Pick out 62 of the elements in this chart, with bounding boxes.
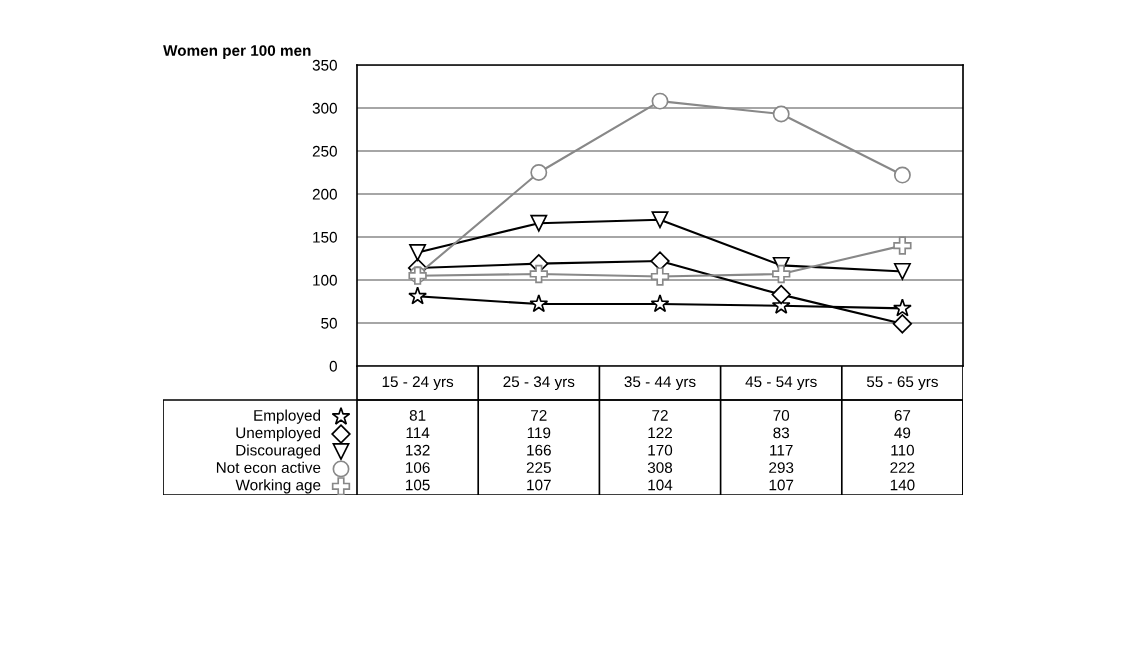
point	[651, 92, 669, 110]
x-tick-label: 25 - 34 yrs	[503, 376, 575, 391]
legend-label: Not econ active	[216, 461, 321, 473]
data-label: 105	[406, 479, 430, 491]
point	[893, 166, 911, 184]
x-tick-label: 35 - 44 yrs	[624, 376, 696, 391]
data-label: 119	[527, 427, 551, 439]
data-label: 72	[531, 409, 547, 421]
y-tick-label: 0	[329, 360, 337, 372]
point	[530, 164, 548, 181]
point	[771, 284, 791, 305]
x-tick-label: 15 - 24 yrs	[382, 376, 454, 391]
point	[408, 286, 428, 305]
legend-label: Employed	[254, 409, 321, 424]
point	[772, 105, 790, 123]
y-tick-label: 350	[312, 59, 337, 71]
point	[529, 294, 549, 313]
data-label: 49	[894, 427, 911, 439]
y-tick-label: 100	[313, 274, 337, 286]
data-label: 106	[406, 462, 430, 473]
point	[893, 262, 911, 280]
data-label: 67	[894, 409, 911, 421]
data-label: 222	[890, 462, 915, 473]
data-label: 114	[406, 427, 430, 439]
data-label: 122	[648, 427, 672, 439]
y-tick-label: 150	[313, 231, 337, 243]
point	[530, 214, 548, 232]
data-label: 83	[773, 427, 790, 439]
y-tick-label: 200	[312, 188, 337, 200]
data-label: 107	[769, 479, 794, 491]
x-tick-label: 45 - 54 yrs	[745, 376, 817, 391]
data-label: 293	[769, 462, 794, 473]
point	[650, 267, 670, 286]
y-tick-label: 250	[312, 145, 337, 157]
data-label: 117	[770, 444, 793, 456]
data-label: 308	[647, 462, 673, 473]
data-label: 132	[406, 444, 430, 456]
data-label: 104	[648, 479, 673, 491]
point	[651, 211, 669, 229]
legend-label: Discouraged	[236, 444, 321, 459]
y-tick-label: 300	[312, 102, 337, 114]
y-axis-title: Women per 100 men	[163, 45, 311, 59]
data-label: 140	[890, 479, 915, 491]
point	[892, 314, 913, 334]
data-label: 107	[527, 479, 551, 491]
data-label: 72	[652, 409, 668, 421]
point	[892, 298, 912, 317]
data-label: 225	[526, 462, 551, 473]
point	[529, 264, 548, 284]
point	[409, 244, 427, 261]
data-label: 81	[409, 409, 426, 421]
legend-label: Working age	[235, 479, 321, 494]
data-label: 166	[527, 444, 551, 456]
data-label: 170	[648, 444, 673, 456]
data-label: 70	[773, 409, 790, 421]
x-tick-label: 55 - 65 yrs	[866, 376, 938, 391]
legend-label: Unemployed	[236, 426, 321, 442]
point	[893, 236, 912, 255]
y-tick-label: 50	[321, 317, 337, 329]
point	[772, 264, 791, 284]
data-label: 110	[891, 444, 914, 456]
point	[650, 294, 670, 313]
